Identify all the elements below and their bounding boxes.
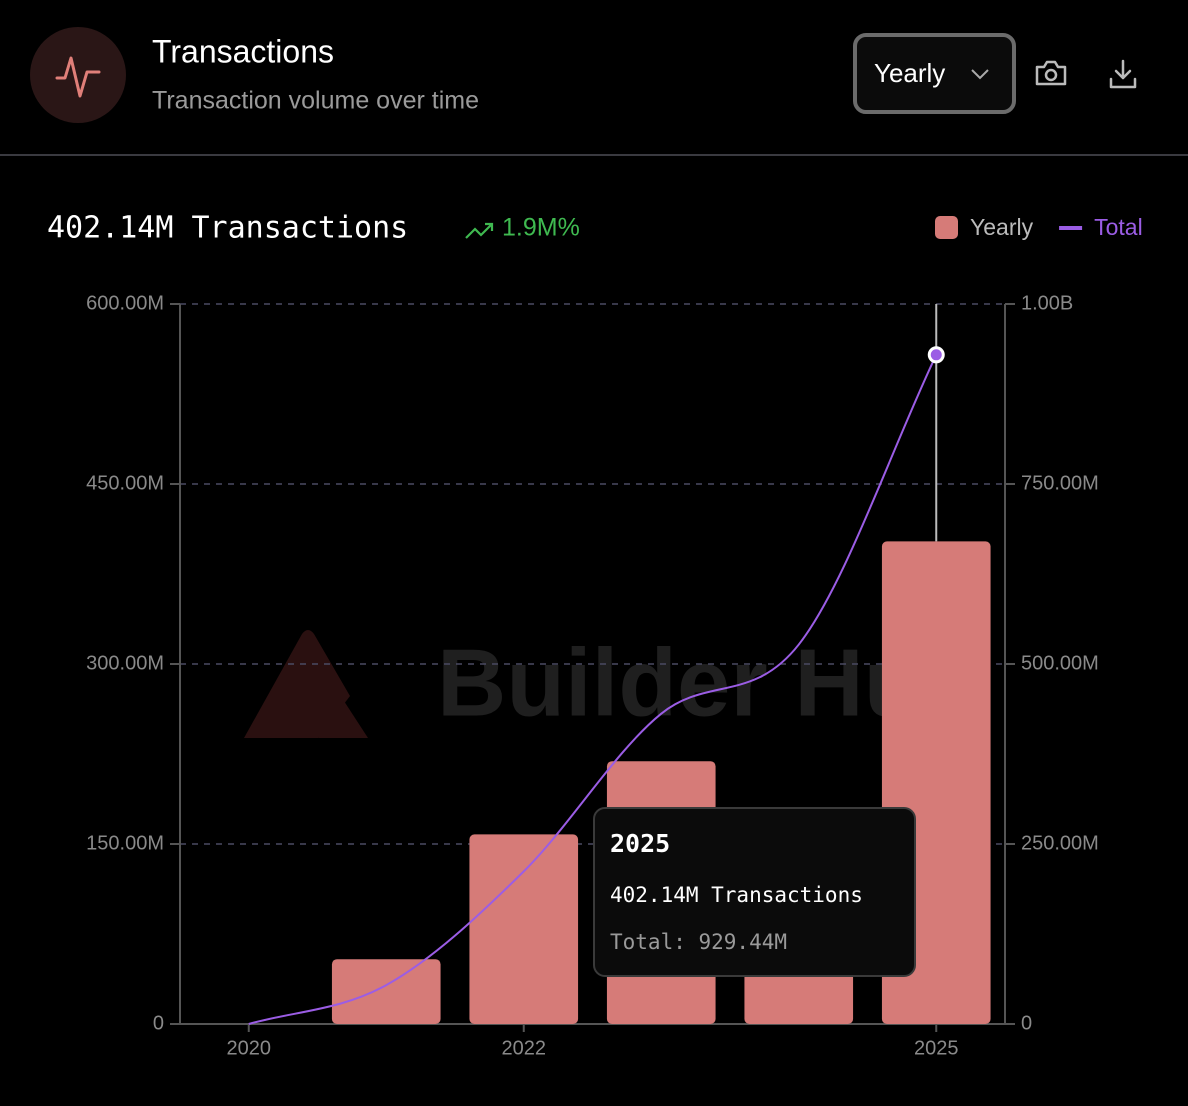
chevron (971, 69, 989, 80)
bar (331, 959, 441, 1024)
camera-button[interactable] (1035, 60, 1067, 86)
y2-tick-label: 750.00M (1021, 472, 1099, 494)
pulse-icon (55, 56, 101, 98)
x-tick-label: 2025 (914, 1037, 959, 1059)
y2-tick-label: 0 (1021, 1012, 1032, 1034)
x-tick-label: 2022 (502, 1037, 547, 1059)
tooltip-title: 2025 (610, 829, 670, 858)
legend-swatch (935, 216, 958, 239)
summary-value: 402.14M Transactions (47, 211, 408, 246)
trend-icon (465, 222, 494, 239)
y2-tick-label: 1.00B (1021, 292, 1073, 314)
y-tick-label: 300.00M (86, 652, 164, 674)
legend-label: Total (1094, 214, 1143, 240)
period-select-label[interactable]: Yearly (874, 58, 945, 88)
tooltip: 2025 402.14M Transactions Total: 929.44M (593, 807, 916, 977)
line (248, 354, 938, 1025)
tooltip-box (593, 807, 916, 977)
highlight-point (927, 346, 945, 364)
grid (180, 303, 1005, 845)
y-tick-label: 150.00M (86, 832, 164, 854)
y2-tick-label: 250.00M (1021, 832, 1099, 854)
tooltip-value: 402.14M Transactions (610, 883, 863, 907)
header-subtitle: Transaction volume over time (152, 87, 479, 115)
legend-label: Yearly (970, 214, 1034, 240)
y-tick-label: 0 (153, 1012, 164, 1034)
y2-tick-label: 500.00M (1021, 652, 1099, 674)
tooltip-total: Total: 929.44M (610, 930, 787, 954)
y-tick-label: 450.00M (86, 472, 164, 494)
period-select[interactable] (853, 33, 1016, 114)
header-icon (30, 27, 126, 123)
header-title: Transactions (152, 33, 334, 69)
y-tick-label: 600.00M (86, 292, 164, 314)
bar (469, 834, 579, 1024)
x-tick-label: 2020 (227, 1037, 272, 1059)
download-button[interactable] (1109, 59, 1137, 89)
summary-change: 1.9M% (502, 214, 580, 242)
